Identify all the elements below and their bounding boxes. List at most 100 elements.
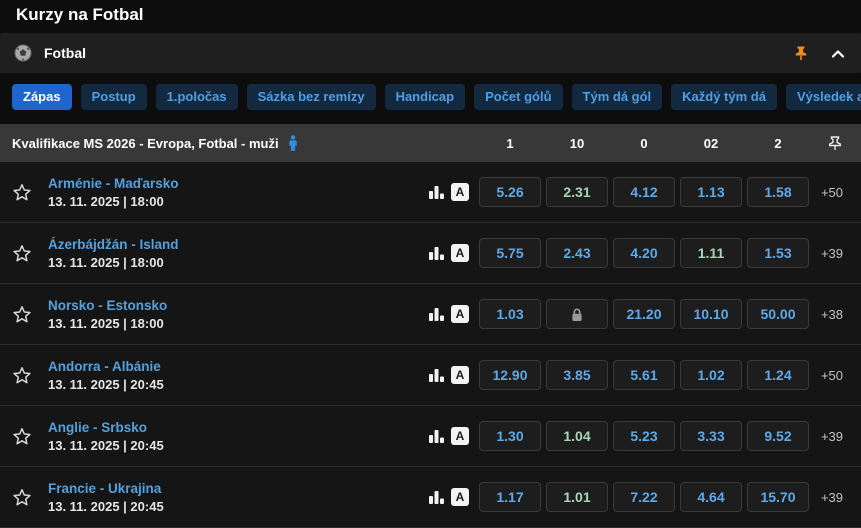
star-icon[interactable] bbox=[10, 183, 34, 202]
tab-pocet-golu[interactable]: Počet gólů bbox=[474, 84, 563, 110]
odds-button[interactable]: 5.26 bbox=[479, 177, 541, 207]
odds-button[interactable]: 3.33 bbox=[680, 421, 742, 451]
chevron-up-icon[interactable] bbox=[831, 48, 845, 59]
odds-button[interactable]: 5.23 bbox=[613, 421, 675, 451]
match-info[interactable]: Arménie - Maďarsko 13. 11. 2025 | 18:00 bbox=[48, 176, 429, 209]
odds-button-locked bbox=[546, 299, 608, 329]
odds-button[interactable]: 15.70 bbox=[747, 482, 809, 512]
odds-button[interactable]: 1.11 bbox=[680, 238, 742, 268]
match-datetime: 13. 11. 2025 | 18:00 bbox=[48, 315, 164, 331]
match-info[interactable]: Anglie - Srbsko 13. 11. 2025 | 20:45 bbox=[48, 420, 429, 453]
match-name-link[interactable]: Andorra - Albánie bbox=[48, 358, 161, 374]
odds-button[interactable]: 2.43 bbox=[546, 238, 608, 268]
tab-kazdy-tym-da[interactable]: Každý tým dá bbox=[671, 84, 777, 110]
tab-tym-da-gol[interactable]: Tým dá gól bbox=[571, 84, 663, 110]
column-header-10: 10 bbox=[569, 135, 585, 151]
star-icon[interactable] bbox=[10, 305, 34, 324]
match-name-link[interactable]: Ázerbájdžán - Island bbox=[48, 236, 179, 252]
match-info[interactable]: Norsko - Estonsko 13. 11. 2025 | 18:00 bbox=[48, 298, 429, 331]
letter-a-icon[interactable]: A bbox=[451, 305, 469, 323]
odds-button[interactable]: 1.30 bbox=[479, 421, 541, 451]
odds-button[interactable]: 9.52 bbox=[747, 421, 809, 451]
tab-postup[interactable]: Postup bbox=[80, 84, 147, 110]
odds-button[interactable]: 12.90 bbox=[479, 360, 541, 390]
tab-zapas[interactable]: Zápas bbox=[12, 84, 72, 110]
odds-button[interactable]: 50.00 bbox=[747, 299, 809, 329]
odds-button[interactable]: 5.61 bbox=[613, 360, 675, 390]
match-info[interactable]: Francie - Ukrajina 13. 11. 2025 | 20:45 bbox=[48, 481, 429, 514]
match-datetime: 13. 11. 2025 | 20:45 bbox=[48, 437, 164, 453]
letter-a-icon[interactable]: A bbox=[451, 427, 469, 445]
match-row: Andorra - Albánie 13. 11. 2025 | 20:45 A… bbox=[0, 345, 861, 406]
odds-button[interactable]: 7.22 bbox=[613, 482, 675, 512]
league-header[interactable]: Kvalifikace MS 2026 - Evropa, Fotbal - m… bbox=[0, 124, 861, 162]
odds-button[interactable]: 4.12 bbox=[613, 177, 675, 207]
tab-handicap[interactable]: Handicap bbox=[384, 84, 466, 110]
letter-a-icon[interactable]: A bbox=[451, 366, 469, 384]
odds-button[interactable]: 4.64 bbox=[680, 482, 742, 512]
more-odds-count[interactable]: +50 bbox=[820, 367, 843, 383]
star-icon[interactable] bbox=[10, 366, 34, 385]
match-datetime: 13. 11. 2025 | 20:45 bbox=[48, 376, 164, 392]
more-odds-count[interactable]: +39 bbox=[820, 428, 843, 444]
odds-button[interactable]: 4.20 bbox=[613, 238, 675, 268]
match-row: Arménie - Maďarsko 13. 11. 2025 | 18:00 … bbox=[0, 162, 861, 223]
odds-button[interactable]: 1.53 bbox=[747, 238, 809, 268]
letter-a-icon[interactable]: A bbox=[451, 183, 469, 201]
match-name-link[interactable]: Francie - Ukrajina bbox=[48, 480, 162, 496]
more-odds-count[interactable]: +39 bbox=[820, 489, 843, 505]
odds-button[interactable]: 1.03 bbox=[479, 299, 541, 329]
odds-button[interactable]: 1.01 bbox=[546, 482, 608, 512]
tab-1-polocas[interactable]: 1.poločas bbox=[155, 84, 238, 110]
column-header-1: 1 bbox=[506, 135, 514, 151]
match-row: Francie - Ukrajina 13. 11. 2025 | 20:45 … bbox=[0, 467, 861, 528]
odds-button[interactable]: 10.10 bbox=[680, 299, 742, 329]
bar-chart-icon[interactable] bbox=[429, 246, 444, 260]
odds-button[interactable]: 1.58 bbox=[747, 177, 809, 207]
odds-group: 1.30 1.04 5.23 3.33 9.52 bbox=[479, 421, 809, 451]
odds-column-headers: 1 10 0 02 2 bbox=[479, 136, 809, 151]
star-icon[interactable] bbox=[10, 244, 34, 263]
letter-a-icon[interactable]: A bbox=[451, 244, 469, 262]
match-row: Ázerbájdžán - Island 13. 11. 2025 | 18:0… bbox=[0, 223, 861, 284]
column-header-2: 2 bbox=[774, 135, 782, 151]
odds-button[interactable]: 1.04 bbox=[546, 421, 608, 451]
tab-vysledek-a-goly[interactable]: Výsledek a góly bbox=[785, 84, 861, 110]
odds-group: 12.90 3.85 5.61 1.02 1.24 bbox=[479, 360, 809, 390]
odds-button[interactable]: 1.02 bbox=[680, 360, 742, 390]
column-header-02: 02 bbox=[703, 135, 719, 151]
match-name-link[interactable]: Norsko - Estonsko bbox=[48, 297, 168, 313]
more-odds-count[interactable]: +38 bbox=[820, 306, 843, 322]
match-datetime: 13. 11. 2025 | 18:00 bbox=[48, 193, 164, 209]
odds-group: 1.03 21.20 10.10 50.00 bbox=[479, 299, 809, 329]
pin-outline-icon[interactable] bbox=[815, 135, 843, 151]
match-name-link[interactable]: Arménie - Maďarsko bbox=[48, 175, 179, 191]
match-info[interactable]: Andorra - Albánie 13. 11. 2025 | 20:45 bbox=[48, 359, 429, 392]
more-odds-count[interactable]: +50 bbox=[820, 184, 843, 200]
odds-button[interactable]: 21.20 bbox=[613, 299, 675, 329]
bar-chart-icon[interactable] bbox=[429, 307, 444, 321]
star-icon[interactable] bbox=[10, 488, 34, 507]
odds-button[interactable]: 1.24 bbox=[747, 360, 809, 390]
odds-button[interactable]: 3.85 bbox=[546, 360, 608, 390]
match-info[interactable]: Ázerbájdžán - Island 13. 11. 2025 | 18:0… bbox=[48, 237, 429, 270]
odds-group: 5.26 2.31 4.12 1.13 1.58 bbox=[479, 177, 809, 207]
pushpin-icon[interactable] bbox=[793, 46, 809, 61]
tab-sazka-bez-remizy[interactable]: Sázka bez remízy bbox=[246, 84, 376, 110]
sport-label: Fotbal bbox=[44, 45, 86, 61]
sport-section-bar[interactable]: Fotbal bbox=[0, 33, 861, 73]
match-name-link[interactable]: Anglie - Srbsko bbox=[48, 419, 148, 435]
bar-chart-icon[interactable] bbox=[429, 368, 444, 382]
odds-button[interactable]: 1.13 bbox=[680, 177, 742, 207]
bar-chart-icon[interactable] bbox=[429, 185, 444, 199]
match-datetime: 13. 11. 2025 | 18:00 bbox=[48, 254, 164, 270]
star-icon[interactable] bbox=[10, 427, 34, 446]
odds-button[interactable]: 2.31 bbox=[546, 177, 608, 207]
letter-a-icon[interactable]: A bbox=[451, 488, 469, 506]
bar-chart-icon[interactable] bbox=[429, 490, 444, 504]
more-odds-count[interactable]: +39 bbox=[820, 245, 843, 261]
odds-button[interactable]: 1.17 bbox=[479, 482, 541, 512]
bar-chart-icon[interactable] bbox=[429, 429, 444, 443]
odds-button[interactable]: 5.75 bbox=[479, 238, 541, 268]
lock-icon bbox=[569, 307, 585, 322]
